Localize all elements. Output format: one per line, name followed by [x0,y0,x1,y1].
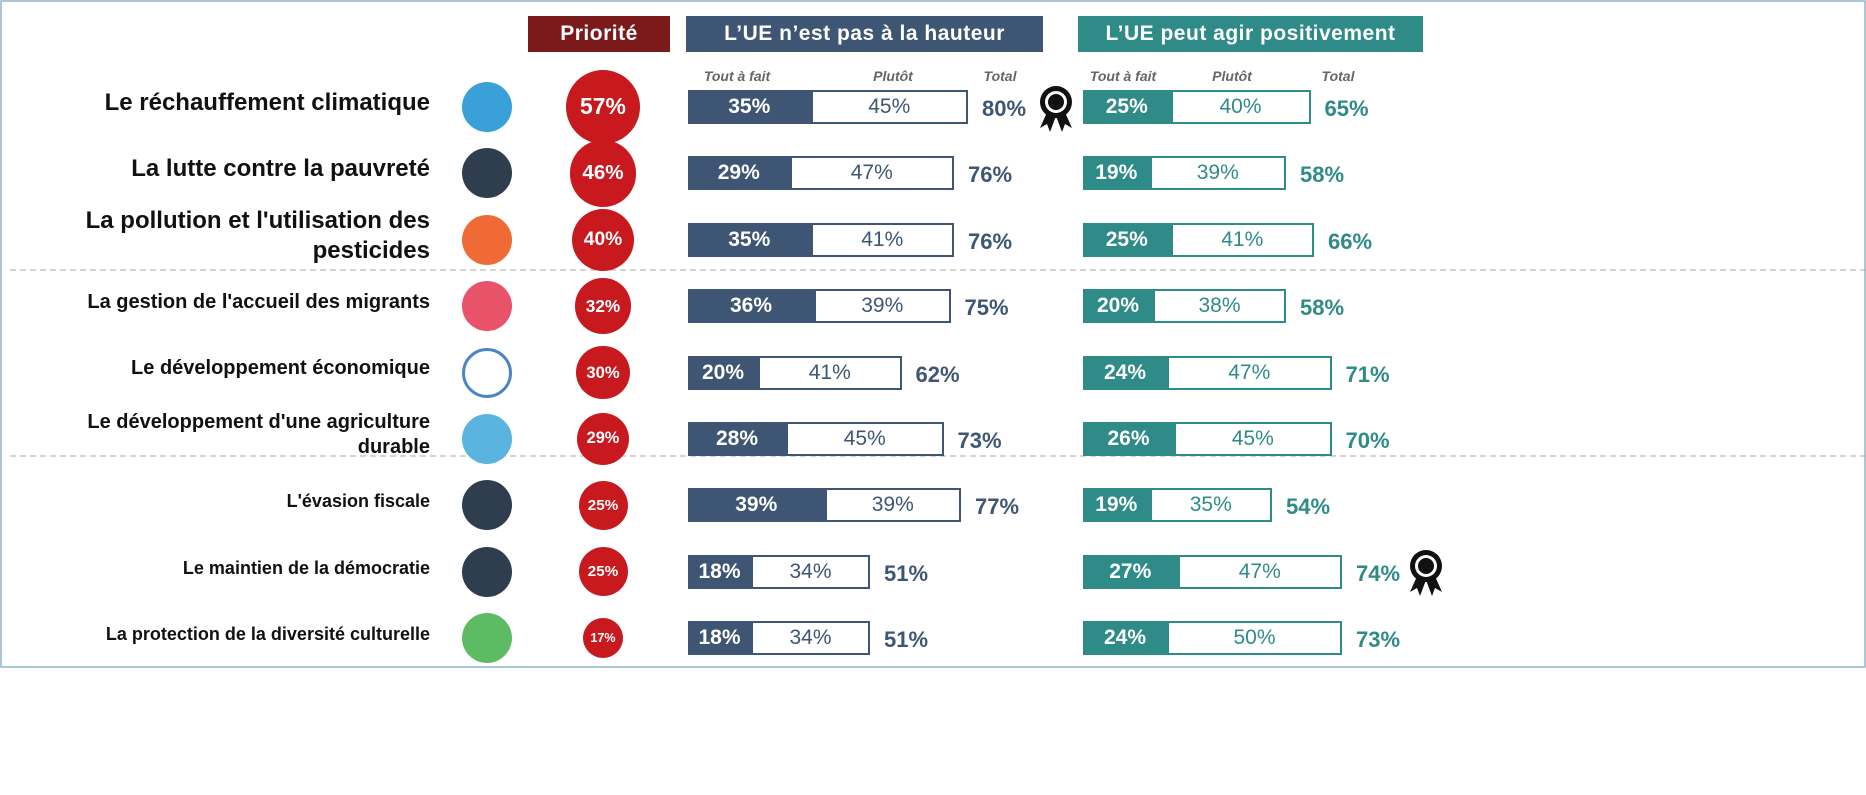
total-label: 54% [1286,494,1331,520]
icon [462,414,512,464]
total-label: 73% [957,428,1002,453]
bar-tout-a-fait: 19% [1083,156,1150,191]
bar-plutot: 47% [1167,355,1332,390]
icon [462,613,512,664]
total-label: 65% [1324,96,1369,121]
total-label: 77% [975,494,1020,520]
bar-plutot: 50% [1167,621,1342,656]
icon [462,546,512,597]
row-label: L'évasion fiscale [286,491,430,512]
total-label: 58% [1300,162,1345,188]
bar-plutot: 34% [751,554,870,589]
bar-tout-a-fait: 36% [688,289,814,324]
total-label: 58% [1300,295,1345,321]
bar-plutot: 39% [1149,156,1286,191]
bar-plutot: 45% [810,90,968,124]
column-header: Tout à fait [703,68,771,84]
total-label: 76% [968,228,1013,254]
priority-bubble: 46% [569,140,637,207]
bar-tout-a-fait: 28% [688,422,786,456]
group-header: L’UE n’est pas à la hauteur [686,16,1043,52]
bar-plutot: 41% [758,355,902,390]
total-label: 74% [1356,560,1401,586]
priority-bubble: 30% [576,345,630,400]
bar-tout-a-fait: 20% [688,355,758,390]
bar-tout-a-fait: 35% [688,222,811,257]
icon [462,148,512,199]
bar-tout-a-fait: 27% [1083,554,1178,589]
row-label: La protection de la diversité culturelle [105,623,430,644]
bar-plutot: 47% [789,156,954,191]
column-header: Plutôt [1212,68,1252,84]
bar-tout-a-fait: 19% [1083,488,1150,523]
header-priority: Priorité [528,16,670,52]
icon [462,480,512,531]
priority-bubble: 32% [575,278,631,334]
bar-tout-a-fait: 18% [688,554,751,589]
column-header: Plutôt [873,68,913,84]
bar-plutot: 39% [824,488,961,523]
bar-plutot: 41% [1170,222,1314,257]
total-label: 71% [1345,361,1390,387]
icon [462,347,512,398]
priority-bubble: 25% [578,480,628,530]
priority-bubble: 40% [572,208,634,271]
total-label: 51% [884,560,929,586]
frame [0,0,1866,668]
column-header: Tout à fait [1089,68,1157,84]
bar-tout-a-fait: 18% [688,621,751,656]
bar-plutot: 41% [810,222,954,257]
bar-tout-a-fait: 26% [1083,422,1174,456]
bar-plutot: 38% [1153,289,1286,324]
bar-plutot: 34% [751,621,870,656]
bar-plutot: 45% [786,422,944,456]
total-label: 51% [884,627,929,653]
bar-tout-a-fait: 24% [1083,621,1167,656]
row-label: Le maintien de la démocratie [182,557,430,578]
column-header: Total [1321,68,1355,84]
priority-bubble: 25% [578,547,628,597]
total-label: 62% [915,361,960,387]
priority-bubble: 17% [582,617,624,659]
total-label: 73% [1356,627,1401,653]
row-label: Le développement économique [131,357,430,380]
bar-tout-a-fait: 35% [688,90,811,124]
total-label: 75% [964,295,1009,321]
row-label: La gestion de l'accueil des migrants [87,290,430,313]
bar-tout-a-fait: 29% [688,156,790,191]
ribbon-icon [1040,86,1072,132]
icon [462,82,512,132]
row-label: Le réchauffement climatique [104,89,430,116]
bar-tout-a-fait: 25% [1083,90,1171,124]
bar-tout-a-fait: 24% [1083,355,1167,390]
total-label: 80% [982,96,1027,121]
ribbon-icon [1410,550,1442,596]
priority-bubble: 29% [576,412,630,466]
bar-tout-a-fait: 39% [688,488,825,523]
bar-plutot: 39% [814,289,951,324]
bar-plutot: 47% [1177,554,1342,589]
icon [462,214,512,265]
row-label: La lutte contre la pauvreté [131,155,430,183]
bar-plutot: 40% [1170,90,1311,124]
bar-tout-a-fait: 20% [1083,289,1153,324]
total-label: 66% [1328,228,1373,254]
bar-tout-a-fait: 25% [1083,222,1171,257]
bar-plutot: 35% [1149,488,1272,523]
group-header: L’UE peut agir positivement [1078,16,1423,52]
row-label: La pollution et l'utilisation des pestic… [85,206,430,264]
priority-bubble: 57% [566,70,640,144]
bar-plutot: 45% [1174,422,1332,456]
total-label: 70% [1345,428,1390,453]
total-label: 76% [968,162,1013,188]
column-header: Total [983,68,1017,84]
row-label: Le développement d'une agriculture durab… [87,411,430,458]
icon [462,281,512,332]
